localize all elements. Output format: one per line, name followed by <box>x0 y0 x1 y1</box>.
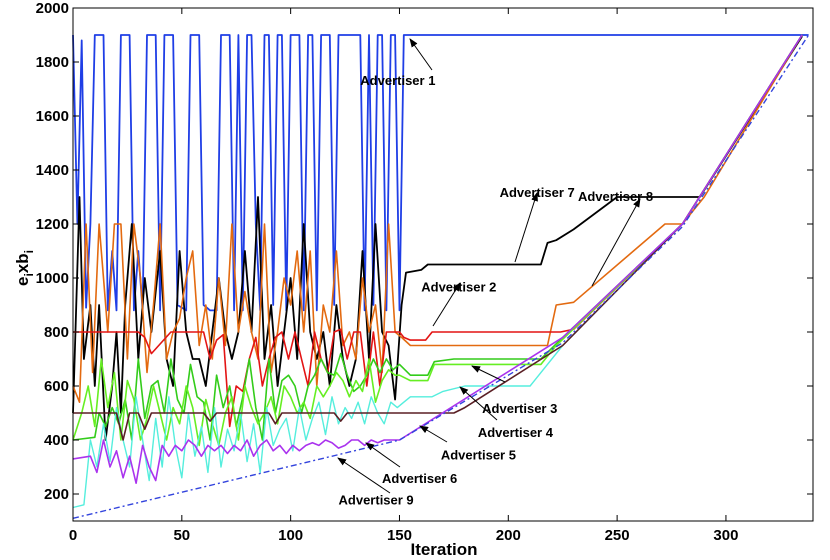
ticks-layer: 0 50 100 150 200 250 300 200 400 600 800 1000 1200 14… <box>36 0 813 544</box>
x-tick-label: 300 <box>713 527 738 544</box>
annotation-advertiser-7: Advertiser 7 <box>500 185 575 200</box>
annotation-advertiser-1: Advertiser 1 <box>360 73 435 88</box>
annotation-arrow <box>432 282 461 327</box>
y-axis-label-main: e <box>13 277 32 286</box>
annotation-arrow <box>337 457 391 494</box>
annotation-arrow <box>471 365 506 383</box>
y-tick-label: 2000 <box>36 0 69 17</box>
annotation-arrow <box>514 192 538 263</box>
x-axis-label: Iteration <box>410 540 477 559</box>
y-tick-label: 400 <box>44 432 69 449</box>
annotation-arrow <box>459 386 498 421</box>
annotation-advertiser-6: Advertiser 6 <box>382 471 457 486</box>
series-line-advertiser-2 <box>73 34 803 428</box>
series-line-lower-bound <box>72 34 810 519</box>
series-line-advertiser-9 <box>72 34 803 485</box>
annotation-arrow <box>365 442 401 468</box>
annotation-arrow <box>409 38 433 71</box>
y-tick-label: 1600 <box>36 108 69 125</box>
series-layer <box>72 34 810 519</box>
y-axis-label-sub2: i <box>22 250 36 253</box>
series-line-advertiser-4 <box>72 34 803 447</box>
x-tick-label: 50 <box>173 527 190 544</box>
y-tick-label: 1200 <box>36 216 69 233</box>
annotation-arrow <box>419 425 448 443</box>
series-line-advertiser-1 <box>72 34 809 312</box>
annotation-advertiser-4: Advertiser 4 <box>478 425 554 440</box>
y-axis-label: eixbi <box>13 250 36 286</box>
annotation-advertiser-5: Advertiser 5 <box>441 447 516 462</box>
x-tick-label: 150 <box>387 527 412 544</box>
series-line-advertiser-8 <box>72 34 803 404</box>
x-tick-label: 250 <box>605 527 630 544</box>
x-tick-label: 100 <box>278 527 303 544</box>
annotation-advertiser-2: Advertiser 2 <box>421 280 496 295</box>
y-tick-label: 600 <box>44 378 69 395</box>
annotation-layer: Advertiser 1 Advertiser 7 Advertiser 8 Adve… <box>337 38 653 507</box>
x-tick-label: 200 <box>496 527 521 544</box>
y-tick-label: 800 <box>44 324 69 341</box>
y-axis-label-mid: xb <box>13 253 32 273</box>
series-line-advertiser-6 <box>73 34 803 441</box>
x-tick-label: 0 <box>69 527 77 544</box>
y-tick-label: 1000 <box>36 270 69 287</box>
y-axis-label-sub1: i <box>22 273 36 276</box>
y-tick-label: 200 <box>44 486 69 503</box>
series-line-advertiser-5 <box>72 34 803 509</box>
annotation-advertiser-8: Advertiser 8 <box>578 189 653 204</box>
y-tick-label: 1800 <box>36 54 69 71</box>
annotation-advertiser-9: Advertiser 9 <box>339 492 414 507</box>
series-line-advertiser-3 <box>72 34 803 441</box>
series-line-advertiser-7 <box>72 35 803 441</box>
annotation-advertiser-3: Advertiser 3 <box>482 401 557 416</box>
y-tick-label: 1400 <box>36 162 69 179</box>
plot-frame <box>72 7 814 522</box>
annotation-arrow <box>591 198 641 287</box>
